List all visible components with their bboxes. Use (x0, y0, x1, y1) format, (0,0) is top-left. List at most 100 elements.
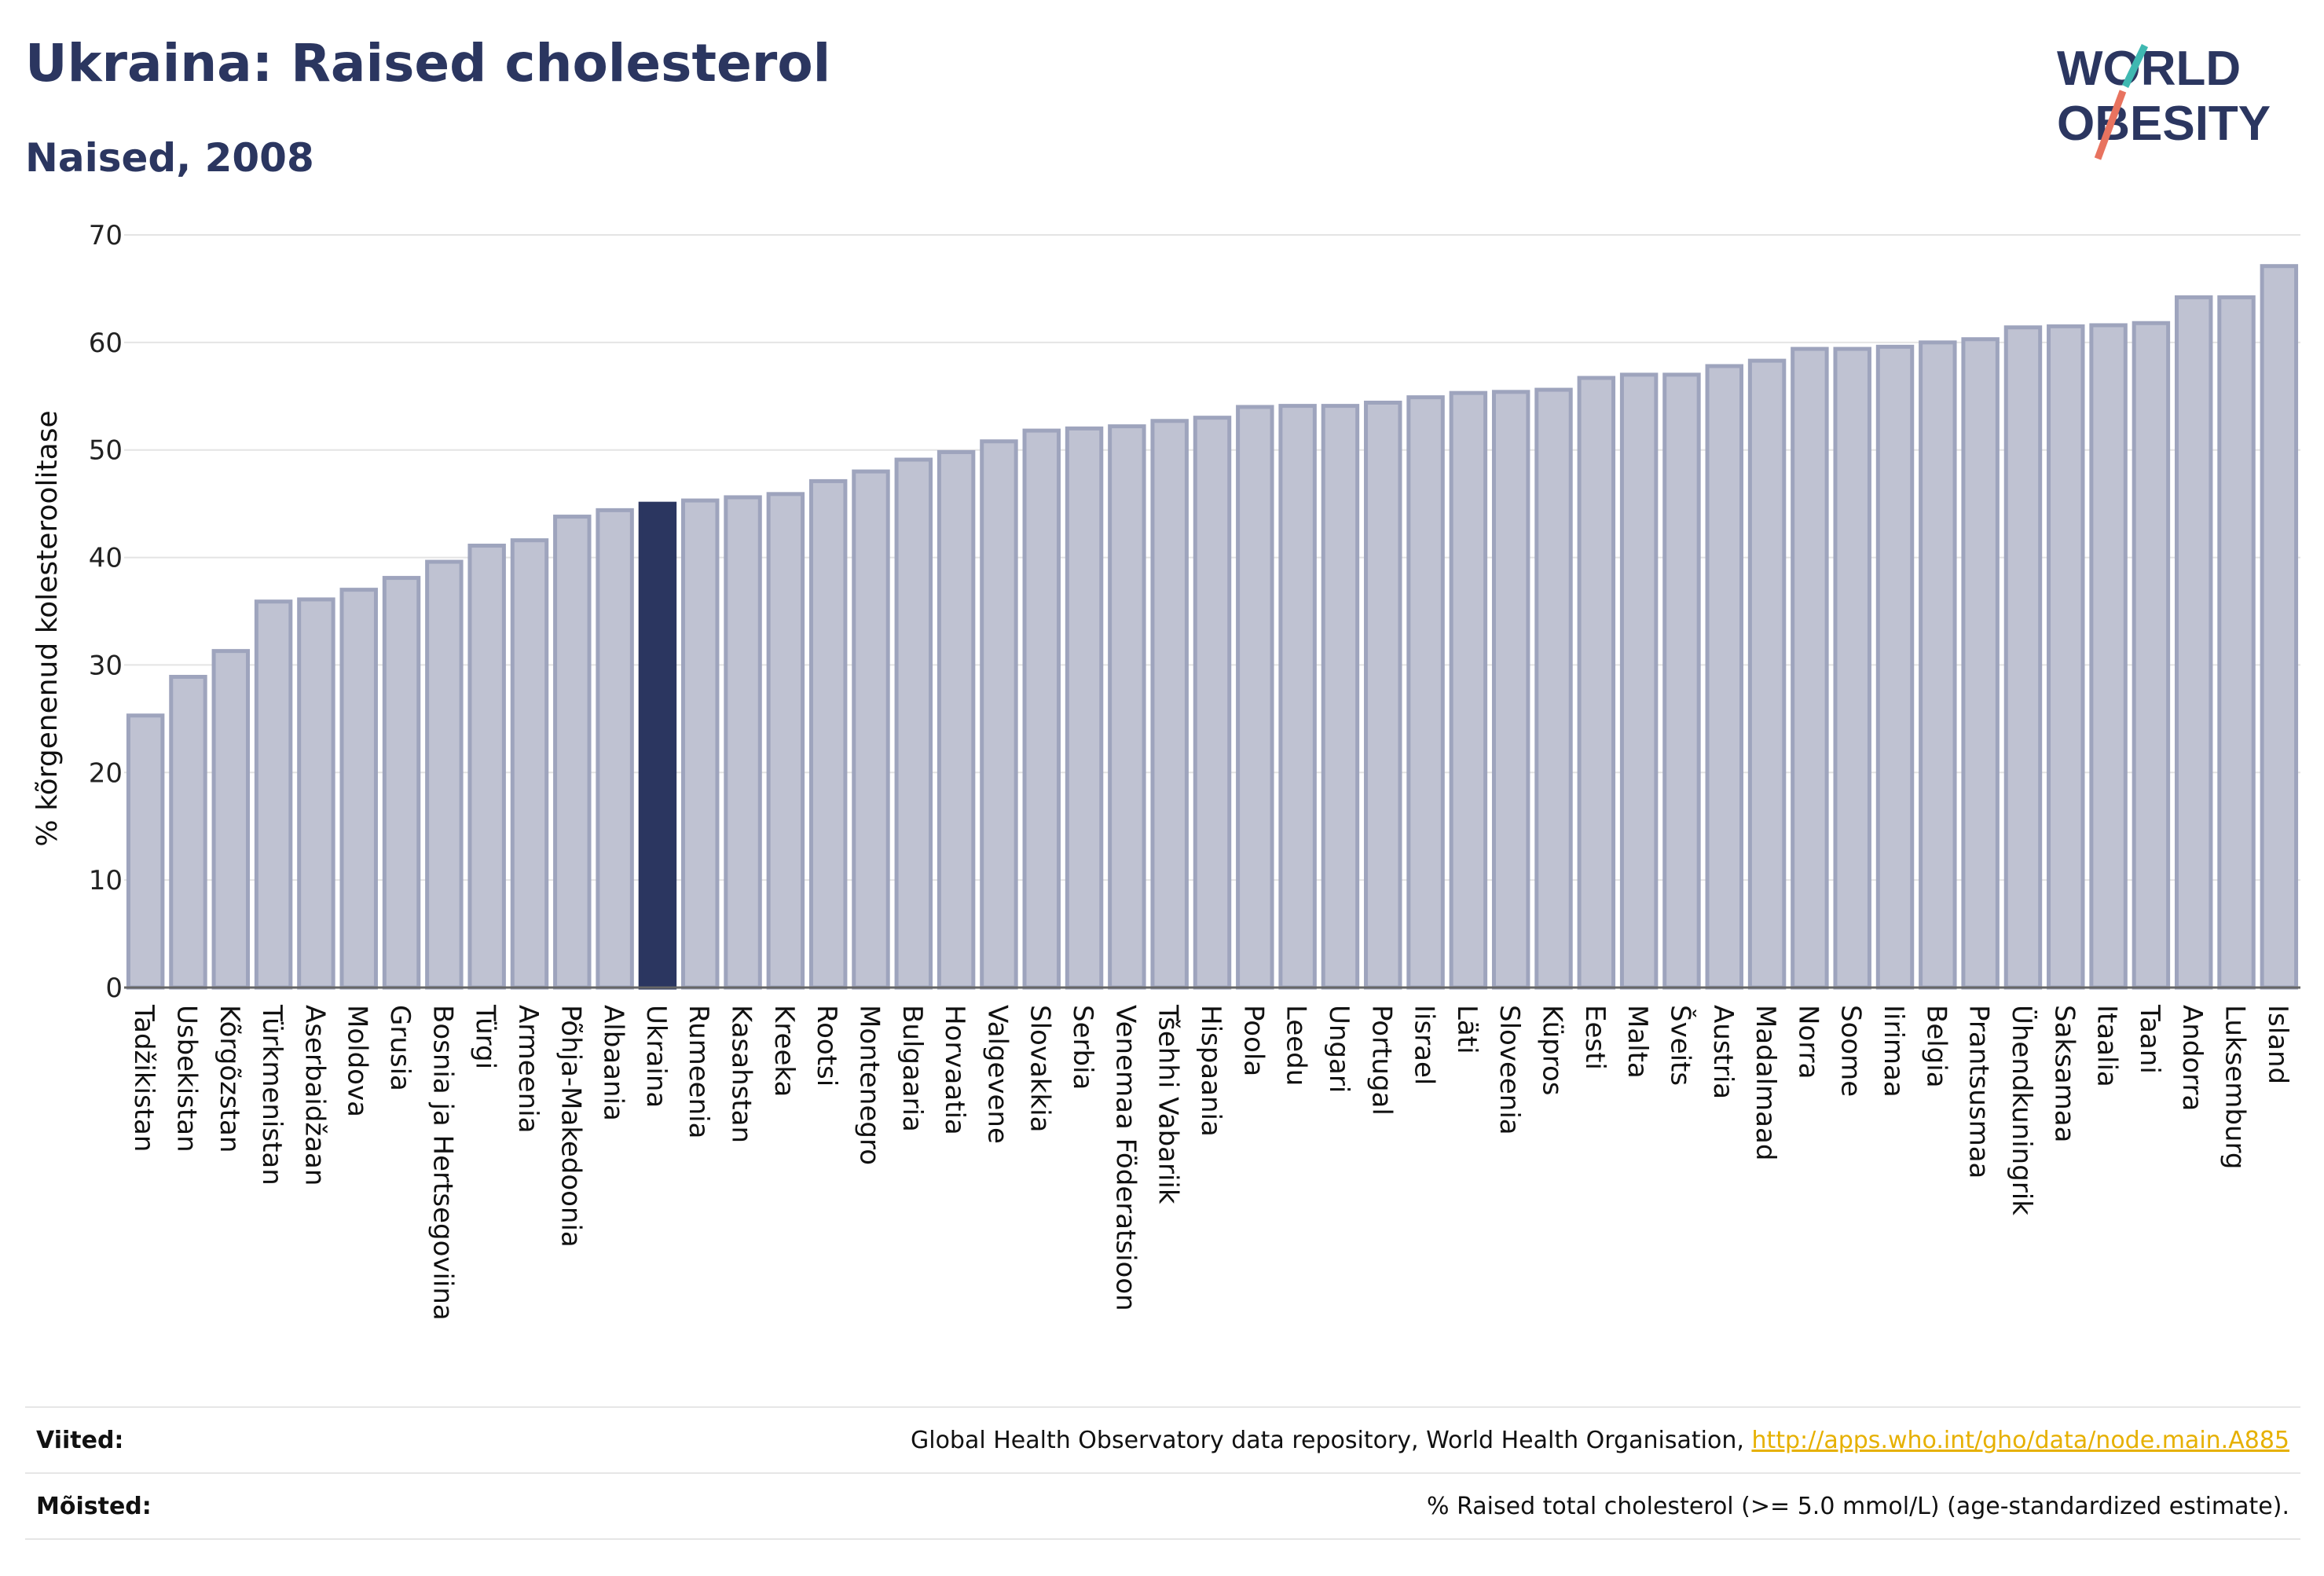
x-tick-label: Türgi (470, 1004, 501, 1069)
x-tick-label: Leedu (1281, 1005, 1312, 1086)
x-tick-label: Läti (1451, 1005, 1483, 1054)
x-tick-label: Tadžikistan (128, 1004, 159, 1152)
y-tick-label: 10 (89, 865, 123, 896)
bar-Grusia (382, 576, 421, 990)
x-tick-label: Kreeka (768, 1005, 800, 1097)
bar-Rumeenia (681, 498, 720, 990)
y-tick-label: 0 (105, 973, 123, 1004)
x-tick-label: Malta (1622, 1005, 1653, 1079)
bar-Usbekistan (169, 674, 207, 990)
bar-Prantsusmaa (1961, 337, 2000, 990)
x-tick-label: Madalmaad (1750, 1005, 1781, 1160)
sources-text: Global Health Observatory data repositor… (911, 1427, 1744, 1454)
chart-title: Ukraina: Raised cholesterol (25, 33, 831, 93)
x-tick-label: Soome (1835, 1005, 1867, 1097)
bar-Ungari (1321, 404, 1360, 990)
bar-Madalmaad (1747, 358, 1787, 990)
x-tick-label: Prantsusmaa (1963, 1005, 1995, 1178)
bar-Türkmenistan (254, 599, 293, 990)
x-tick-label: Andorra (2176, 1005, 2208, 1111)
bar-Island (2260, 264, 2299, 990)
bar-Küpros (1534, 387, 1573, 990)
bar-Valgevene (980, 439, 1018, 990)
bar-Bosnia ja Hertsegoviina (425, 559, 464, 990)
y-tick-label: 70 (89, 220, 123, 251)
bar-Sloveenia (1491, 390, 1530, 990)
bar-Andorra (2174, 295, 2213, 990)
bar-Belgia (1919, 340, 1957, 990)
x-tick-label: Portugal (1365, 1005, 1397, 1116)
footer-definitions-row: Mõisted: % Raised total cholesterol (>= … (25, 1472, 2300, 1540)
sources-label: Viited: (36, 1427, 124, 1454)
svg-text:WORLD: WORLD (2057, 42, 2241, 96)
x-tick-label: Grusia (384, 1005, 416, 1091)
bar-Poola (1236, 405, 1274, 990)
x-tick-label: Sloveenia (1494, 1005, 1525, 1135)
bar-Soome (1833, 346, 1871, 990)
x-tick-label: Rootsi (811, 1005, 842, 1087)
x-tick-label: Armeenia (512, 1005, 544, 1133)
world-obesity-logo: WORLD OBESITY (2057, 42, 2271, 160)
x-tick-label: Iirimaa (1878, 1005, 1909, 1098)
bar-Kasahstan (724, 495, 762, 990)
bar-Luksemburg (2217, 295, 2256, 990)
x-tick-label: Kasahstan (726, 1005, 757, 1143)
bar-Ühendkuningrik (2003, 325, 2043, 990)
bar-Slovakkia (1022, 428, 1061, 990)
x-tick-label: Ühendkuningrik (2006, 1005, 2038, 1215)
x-tick-label: Rumeenia (683, 1005, 714, 1138)
x-tick-label: Aserbaidžaan (299, 1005, 330, 1186)
x-axis-labels: Tadžikistan Usbekistan Kõrgõzstan Türkmenis… (128, 1004, 2293, 1321)
x-tick-label: Itaalia (2091, 1005, 2123, 1087)
bar-Iisrael (1406, 395, 1445, 990)
bar-Saksamaa (2047, 324, 2085, 990)
bar-Ukraina (638, 501, 677, 990)
bars (126, 264, 2299, 990)
x-tick-label: Albaania (598, 1005, 629, 1121)
bar-Tšehhi Vabariik (1150, 419, 1189, 990)
x-tick-label: Ukraina (640, 1005, 672, 1108)
x-tick-label: Austria (1707, 1005, 1739, 1099)
bar-Moldova (339, 588, 378, 990)
svg-text:OBESITY: OBESITY (2057, 97, 2271, 151)
bar-Norra (1791, 346, 1829, 990)
footer-sources-row: Viited: Global Health Observatory data r… (25, 1406, 2300, 1472)
bar-Aserbaidžaan (297, 597, 335, 990)
bar-Portugal (1364, 400, 1402, 990)
x-tick-label: Bulgaaria (896, 1005, 928, 1132)
bar-Venemaa Föderatsioon (1108, 424, 1146, 990)
chart-subtitle: Naised, 2008 (25, 135, 314, 181)
y-tick-label: 30 (89, 650, 123, 681)
definitions-label: Mõisted: (36, 1493, 152, 1520)
bar-Türgi (467, 544, 506, 990)
bar-Armeenia (510, 538, 549, 990)
y-axis-ticks: 0 10 20 30 40 50 60 70 (89, 220, 123, 1004)
bar-Horvaatia (937, 449, 976, 990)
y-tick-label: 40 (89, 543, 123, 574)
bar-Itaalia (2089, 323, 2128, 990)
x-tick-label: Belgia (1920, 1005, 1952, 1088)
x-tick-label: Slovakkia (1025, 1005, 1056, 1132)
bar-Taani (2132, 321, 2171, 990)
bar-Eesti (1577, 376, 1616, 990)
x-tick-label: Põhja-Makedoonia (555, 1005, 586, 1248)
bar-Šveits (1662, 372, 1701, 990)
y-tick-label: 50 (89, 435, 123, 467)
bar-Läti (1449, 390, 1488, 990)
bar-Serbia (1065, 426, 1104, 990)
x-tick-label: Türkmenistan (256, 1004, 288, 1186)
x-tick-label: Moldova (342, 1005, 373, 1117)
definitions-text: % Raised total cholesterol (>= 5.0 mmol/… (1427, 1493, 2289, 1520)
x-tick-label: Saksamaa (2048, 1005, 2080, 1142)
bar-Rootsi (808, 478, 848, 990)
x-tick-label: Hispaania (1195, 1005, 1226, 1137)
x-tick-label: Island (2262, 1005, 2293, 1084)
x-tick-label: Tšehhi Vabariik (1153, 1004, 1184, 1204)
x-tick-label: Iisrael (1409, 1005, 1440, 1085)
x-tick-label: Ungari (1323, 1005, 1354, 1093)
x-tick-label: Küpros (1537, 1005, 1568, 1095)
y-tick-label: 20 (89, 757, 123, 789)
x-tick-label: Taani (2134, 1004, 2165, 1074)
sources-link[interactable]: http://apps.who.int/gho/data/node.main.A… (1751, 1427, 2289, 1454)
x-tick-label: Serbia (1067, 1005, 1098, 1090)
